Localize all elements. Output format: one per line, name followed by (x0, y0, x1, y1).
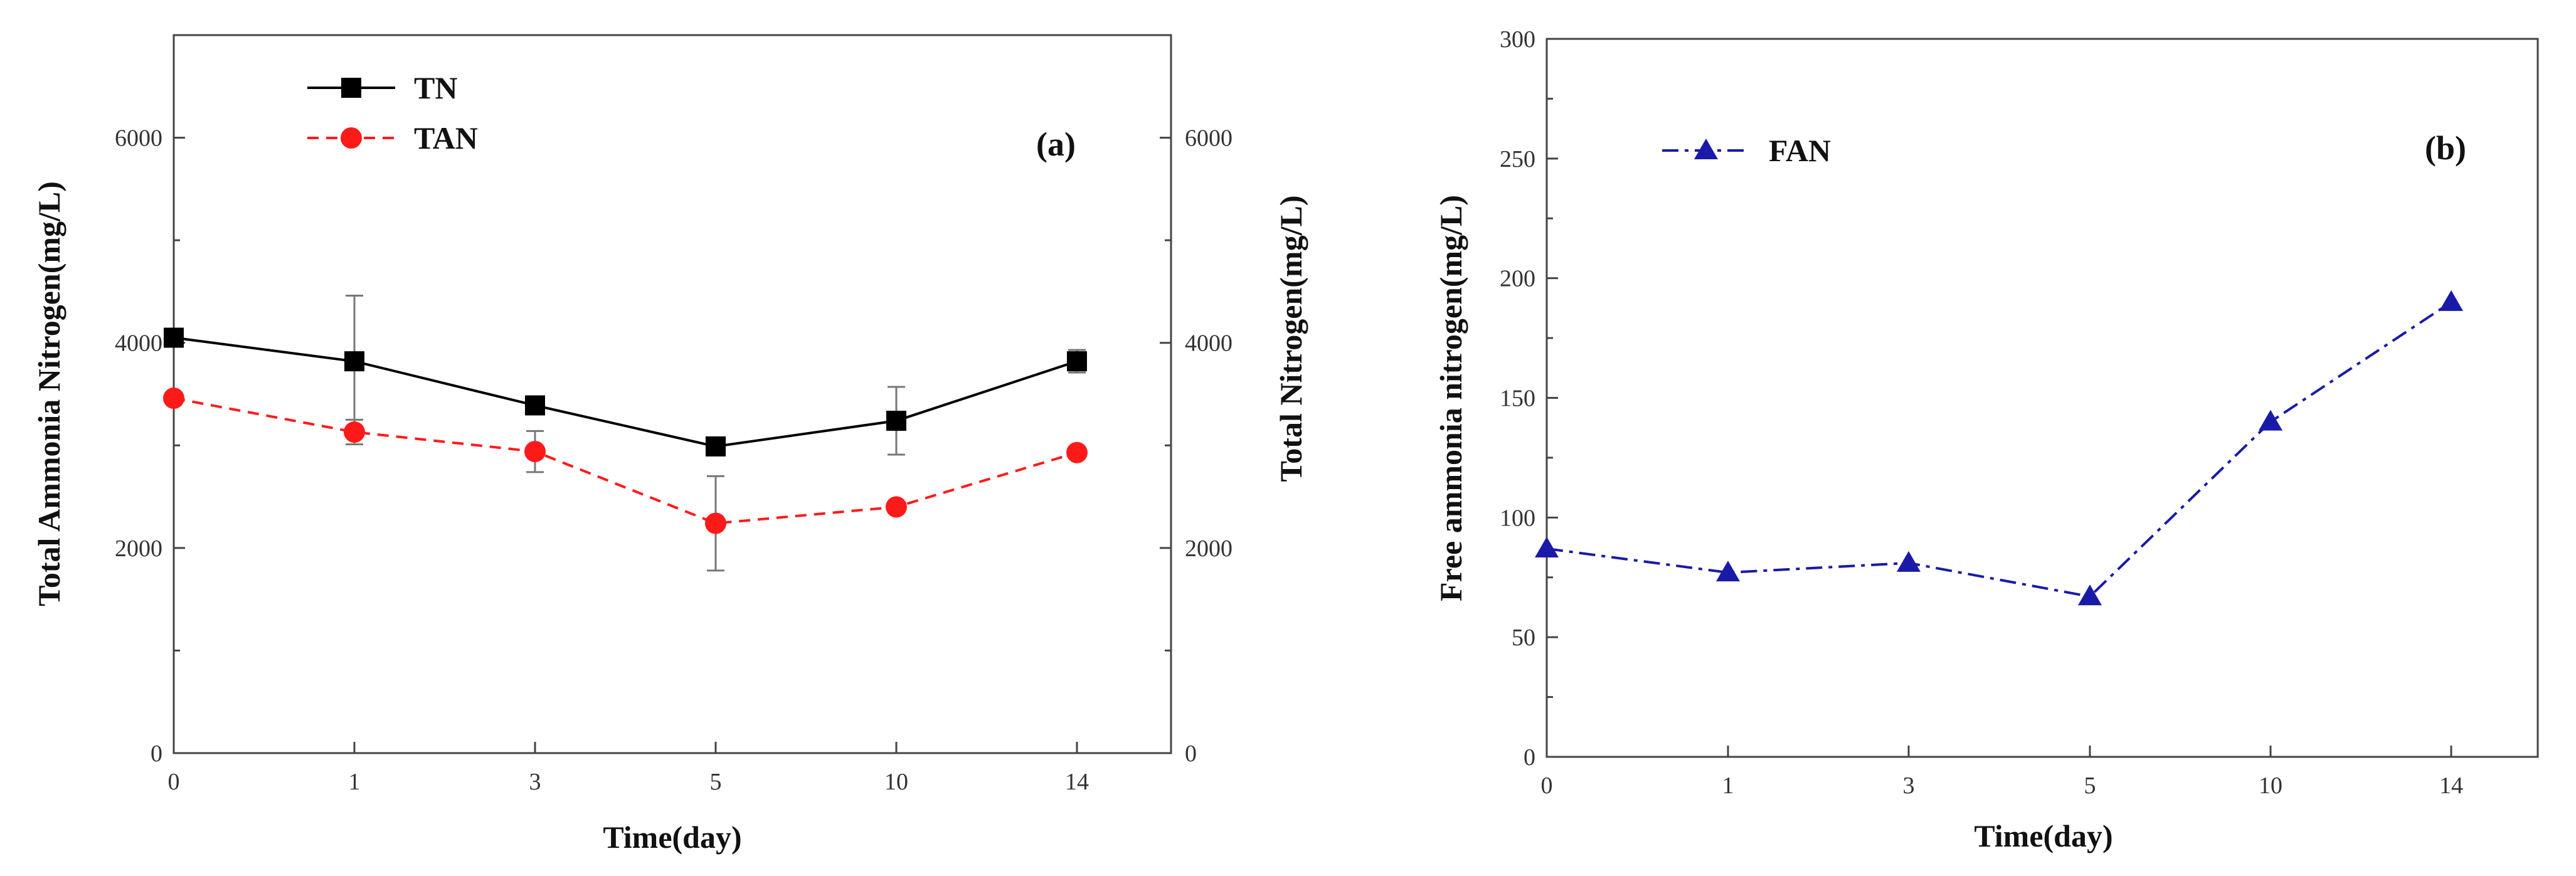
data-point-TAN (705, 512, 726, 534)
data-point-FAN (1716, 561, 1740, 582)
panel-b-series (1535, 290, 2463, 606)
y-right-tick-label: 2000 (1185, 536, 1232, 562)
data-point-TN (164, 327, 184, 348)
data-point-TN (706, 436, 726, 456)
y-tick-label: 6000 (115, 125, 162, 152)
x-tick-label: 14 (2439, 773, 2463, 799)
x-tick-label: 0 (168, 769, 180, 795)
panel-a-y-label-right: Total Nitrogen(mg/L) (1273, 196, 1308, 482)
panel-b-label: (b) (2425, 129, 2466, 167)
data-point-FAN (2078, 584, 2102, 606)
panel-b-legend: FAN (1662, 133, 1831, 168)
panel-a-right-axis: 0 2000 4000 6000 (1160, 34, 1232, 767)
x-tick-label: 3 (1903, 773, 1915, 799)
y-right-tick-label: 4000 (1185, 330, 1232, 357)
panel-a-x-label: Time(day) (603, 820, 741, 855)
legend-label-TN: TN (414, 70, 457, 105)
panel-b: 0 50 100 150 200 250 300 0 1 3 5 10 14 (b) Time(day… (1433, 26, 2539, 853)
legend-marker-FAN (1694, 139, 1718, 159)
data-point-TN (525, 395, 545, 416)
y-tick-label: 300 (1500, 26, 1535, 53)
panel-b-y-axis: 0 50 100 150 200 250 300 (1500, 26, 1558, 771)
x-tick-label: 1 (349, 769, 361, 795)
data-point-TAN (524, 441, 546, 463)
data-point-TAN (163, 388, 184, 409)
panel-b-x-label: Time(day) (1974, 818, 2112, 853)
x-tick-label: 14 (1065, 769, 1089, 795)
panel-a-label: (a) (1036, 125, 1076, 163)
data-point-TN (886, 411, 906, 431)
series-line-FAN (1546, 301, 2452, 598)
data-point-FAN (1535, 536, 1559, 557)
legend-marker-TN (341, 78, 361, 98)
panel-b-y-label: Free ammonia nitrogen(mg/L) (1433, 195, 1468, 601)
data-point-TAN (344, 421, 365, 443)
data-point-TAN (886, 496, 907, 518)
data-point-TN (344, 351, 364, 372)
panel-a-plot-frame (172, 34, 1172, 754)
panel-a-series (163, 294, 1088, 572)
data-point-FAN (1897, 551, 1921, 572)
x-tick-label: 10 (884, 769, 908, 795)
legend-label-TAN: TAN (414, 120, 478, 156)
x-tick-label: 3 (529, 769, 541, 795)
legend-marker-TAN (341, 127, 362, 149)
x-tick-label: 5 (710, 769, 722, 795)
legend-label-FAN: FAN (1769, 133, 1831, 168)
x-tick-label: 0 (1541, 773, 1553, 799)
y-tick-label: 0 (1524, 744, 1535, 771)
y-tick-label: 2000 (115, 536, 162, 562)
data-point-TN (1067, 351, 1087, 372)
x-tick-label: 10 (2259, 773, 2282, 799)
y-tick-label: 100 (1500, 505, 1535, 531)
y-tick-label: 0 (151, 741, 162, 767)
x-tick-label: 1 (1722, 773, 1734, 799)
panel-b-plot-frame (1545, 38, 2539, 758)
series-line-TAN (173, 397, 1078, 525)
y-right-tick-label: 0 (1185, 741, 1197, 767)
data-point-FAN (2259, 409, 2282, 431)
x-tick-label: 5 (2084, 773, 2096, 799)
y-tick-label: 150 (1500, 386, 1535, 412)
panel-b-x-axis: 0 1 3 5 10 14 (1541, 746, 2463, 799)
data-point-FAN (2439, 290, 2463, 311)
panel-a-left-axis: 0 2000 4000 6000 (115, 34, 185, 767)
panel-a-x-axis: 0 1 3 5 10 14 (168, 742, 1089, 795)
y-tick-label: 200 (1500, 266, 1535, 292)
y-tick-label: 4000 (115, 330, 162, 357)
y-right-tick-label: 6000 (1185, 125, 1232, 152)
series-line-TN (173, 336, 1078, 448)
panel-a: 0 2000 4000 6000 0 2000 4000 6000 0 1 3 5 10 14 (a)… (31, 34, 1308, 855)
y-tick-label: 250 (1500, 146, 1535, 172)
panel-a-legend: TN TAN (307, 70, 478, 156)
y-tick-label: 50 (1512, 625, 1535, 651)
data-point-TAN (1066, 441, 1088, 463)
panel-a-y-label-left: Total Ammonia Nitrogen(mg/L) (31, 181, 66, 606)
